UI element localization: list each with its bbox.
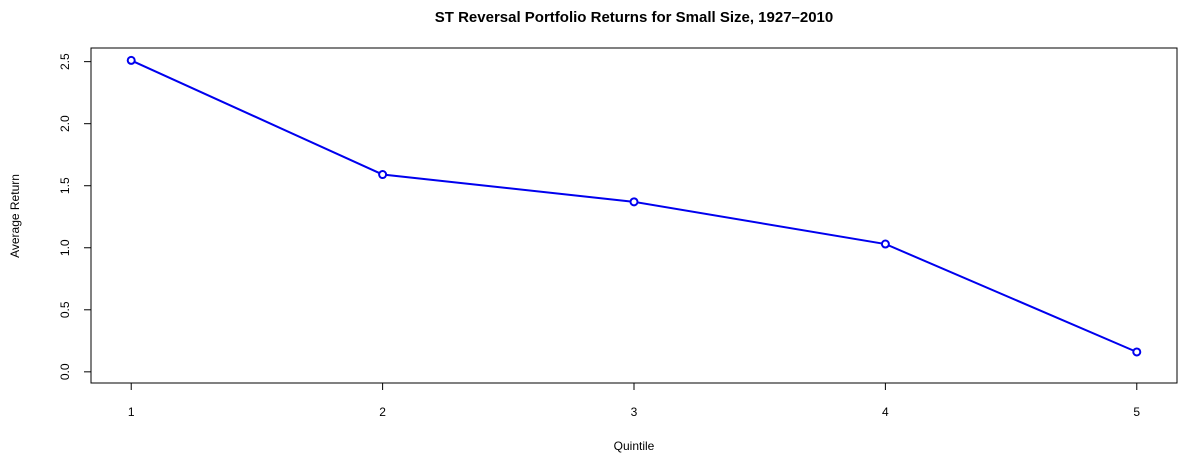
y-tick-label: 1.0 <box>58 239 72 256</box>
point <box>126 55 136 65</box>
y-tick-label: 2.5 <box>58 53 72 70</box>
point <box>880 239 890 249</box>
y-axis-label: Average Return <box>8 174 22 258</box>
y-tick-label: 1.5 <box>58 177 72 194</box>
y-tick-label: 0.5 <box>58 301 72 318</box>
point <box>378 170 388 180</box>
x-tick-label: 2 <box>379 405 386 419</box>
point <box>1132 347 1142 357</box>
y-tick-label: 0.0 <box>58 363 72 380</box>
chart-title: ST Reversal Portfolio Returns for Small … <box>435 9 834 26</box>
x-axis-label: Quintile <box>614 439 655 453</box>
point <box>629 197 639 207</box>
x-tick-label: 1 <box>128 405 135 419</box>
x-tick-label: 4 <box>882 405 889 419</box>
y-tick-label: 2.0 <box>58 115 72 132</box>
x-tick-label: 3 <box>631 405 638 419</box>
x-tick-label: 5 <box>1133 405 1140 419</box>
